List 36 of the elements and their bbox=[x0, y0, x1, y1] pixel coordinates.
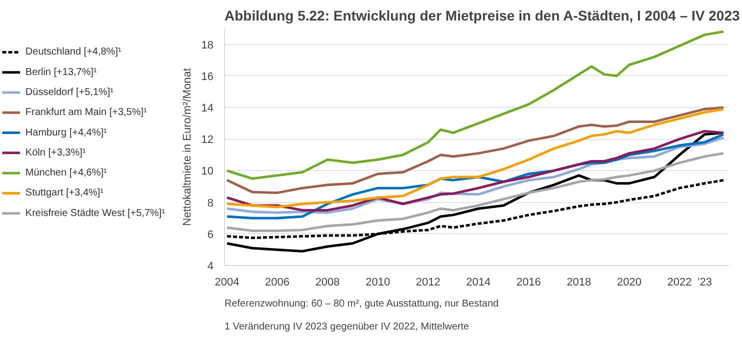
x-tick-label: 2010 bbox=[366, 276, 390, 288]
y-tick-label: 12 bbox=[201, 134, 214, 146]
y-tick-label: 10 bbox=[201, 166, 214, 178]
line-series bbox=[226, 30, 725, 180]
legend-label: Deutschland [+4,8%]¹ bbox=[25, 46, 122, 58]
legend-label: Frankfurt am Main [+3,5%]¹ bbox=[25, 107, 148, 118]
legend-label: Kreisfreie Städte West [+5,7%]¹ bbox=[25, 208, 166, 219]
y-tick-label: 8 bbox=[207, 197, 214, 210]
line-series bbox=[226, 152, 725, 232]
legend-label: Düsseldorf [+5,1%]¹ bbox=[25, 86, 114, 98]
y-tick-label: 14 bbox=[201, 102, 214, 114]
x-tick-label: 2020 bbox=[616, 276, 642, 288]
y-tick-label: 6 bbox=[207, 228, 214, 241]
text: 1 Veränderung IV 2023 gegenüber IV 2022, Mittelwerte bbox=[224, 322, 470, 332]
x-tick-label: 2016 bbox=[516, 276, 541, 288]
line-series bbox=[226, 106, 725, 194]
x-tick-label: 2022 bbox=[667, 276, 692, 288]
legend-label: Köln [+3,3%]¹ bbox=[25, 147, 86, 158]
legend-label: Berlin [+13,7%]¹ bbox=[25, 66, 98, 78]
y-tick-label: 16 bbox=[201, 70, 214, 83]
chart-title: Abbildung 5.22: Entwicklung der Mietpreise in den A-Städten, I 2004 – IV 2023 bbox=[224, 8, 740, 24]
text: Referenzwohnung: 60 – 80 m², gute Ausstattung, nur Bestand bbox=[224, 298, 499, 310]
legend-label: Stuttgart [+3,4%]¹ bbox=[25, 188, 104, 199]
y-axis-title: Nettokaltmiete in Euro/m²/Monat bbox=[181, 68, 194, 226]
x-tick-label: 2014 bbox=[466, 276, 491, 288]
x-tick-label: 2012 bbox=[416, 276, 440, 288]
legend-label: München [+4,6%]¹ bbox=[25, 168, 108, 179]
y-tick-label: 18 bbox=[201, 39, 214, 52]
x-tick-label: ’23 bbox=[697, 276, 712, 288]
x-tick-label: 2008 bbox=[315, 276, 340, 288]
x-tick-label: 2006 bbox=[265, 276, 290, 288]
line-series bbox=[226, 108, 725, 208]
legend-label: Hamburg [+4,4%]¹ bbox=[25, 127, 108, 138]
x-tick-label: 2004 bbox=[214, 276, 240, 288]
y-tick-label: 4 bbox=[207, 260, 214, 272]
x-tick-label: 2018 bbox=[566, 276, 592, 288]
